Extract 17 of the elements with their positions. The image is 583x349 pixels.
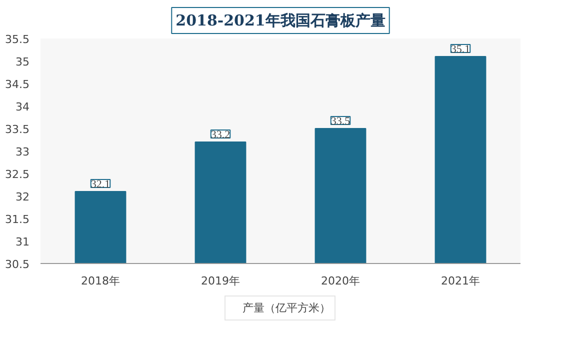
text: 产量（亿平方米）	[242, 300, 330, 316]
x-tick-label: 2020年	[321, 274, 360, 288]
y-tick-label: 32	[16, 190, 30, 204]
y-tick-label: 35.5	[5, 33, 30, 46]
y-tick-label: 33	[16, 146, 30, 158]
x-tick-label: 2019年	[201, 274, 240, 288]
y-tick-label: 32.5	[5, 168, 30, 181]
chart-title: 2018-2021年我国石膏板产量	[176, 12, 386, 30]
x-tick-label: 2021年	[441, 274, 480, 288]
y-tick-label: 30.5	[5, 258, 30, 271]
x-tick-label: 2018年	[81, 274, 120, 288]
y-tick-label: 33.5	[5, 123, 30, 136]
y-tick-label: 34.5	[5, 78, 30, 91]
y-tick-label: 35	[16, 56, 30, 68]
y-tick-label: 31.5	[5, 213, 30, 226]
y-tick-label: 34	[16, 100, 30, 114]
y-tick-label: 31	[16, 236, 30, 248]
